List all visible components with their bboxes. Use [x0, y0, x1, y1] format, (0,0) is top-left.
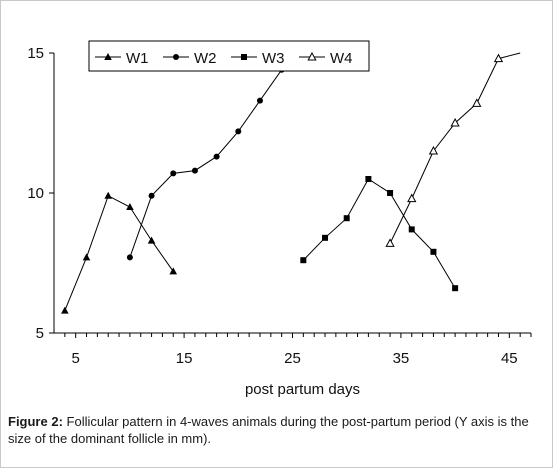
point-w3-28: [322, 234, 329, 241]
point-w1-10: [126, 203, 134, 210]
point-w2-10: [126, 254, 133, 261]
legend-label-w3: W3: [262, 50, 285, 67]
point-w1-12: [147, 236, 156, 244]
point-w1-6: [82, 253, 91, 261]
x-tick-label-25: 25: [284, 350, 301, 367]
point-w3-34: [387, 190, 394, 196]
legend-box: [88, 40, 370, 72]
point-w1-8: [104, 191, 113, 199]
x-tick-label-15: 15: [176, 350, 193, 367]
legend-marker-w3: [241, 54, 247, 60]
point-w4-34: [385, 238, 395, 247]
point-w3-40: [452, 285, 459, 292]
point-w2-22: [256, 97, 263, 104]
point-w3-32: [365, 176, 372, 182]
point-w4-42: [472, 98, 482, 107]
y-tick-label-10: 10: [27, 185, 44, 202]
series-line-w3: [302, 178, 456, 289]
legend-label-w2: W2: [194, 50, 217, 67]
point-w1-4: [61, 306, 69, 314]
point-w1-14: [169, 267, 178, 275]
y-tick-label-5: 5: [36, 325, 44, 342]
point-w2-16: [191, 167, 198, 174]
point-w2-18: [213, 153, 220, 160]
x-tick-label-45: 45: [501, 350, 518, 367]
point-w4-38: [428, 145, 439, 155]
x-tick-label-5: 5: [72, 350, 80, 367]
point-w2-20: [235, 128, 242, 135]
point-w3-36: [408, 226, 415, 233]
point-w2-12: [148, 192, 155, 199]
legend-label-w1: W1: [126, 50, 149, 67]
point-w3-26: [300, 257, 307, 264]
figure-caption: Figure 2: Follicular pattern in 4-waves …: [8, 413, 546, 447]
point-w4-36: [407, 193, 417, 203]
y-tick-label-15: 15: [27, 45, 44, 62]
point-w4-44: [493, 53, 504, 63]
legend-marker-w4: [307, 51, 317, 61]
caption-lead: Figure 2:: [8, 414, 63, 429]
point-w3-38: [430, 248, 437, 255]
x-tick-label-35: 35: [393, 350, 410, 367]
legend-label-w4: W4: [330, 50, 353, 67]
point-w4-40: [450, 117, 460, 127]
legend-marker-w2: [173, 54, 179, 60]
series-line-w4: [389, 52, 521, 244]
series-line-w2: [129, 69, 283, 258]
x-axis-title: post partum days: [245, 381, 360, 398]
point-w2-14: [170, 170, 177, 177]
legend-marker-w1: [104, 53, 112, 60]
point-w3-30: [343, 215, 350, 222]
follicle-line-chart: 5 10 15 5 15 25 35 45 post partum days W1 W2 W3 W4: [27, 40, 532, 398]
series-line-w1: [64, 195, 174, 311]
caption-text: Follicular pattern in 4-waves animals du…: [8, 414, 529, 446]
